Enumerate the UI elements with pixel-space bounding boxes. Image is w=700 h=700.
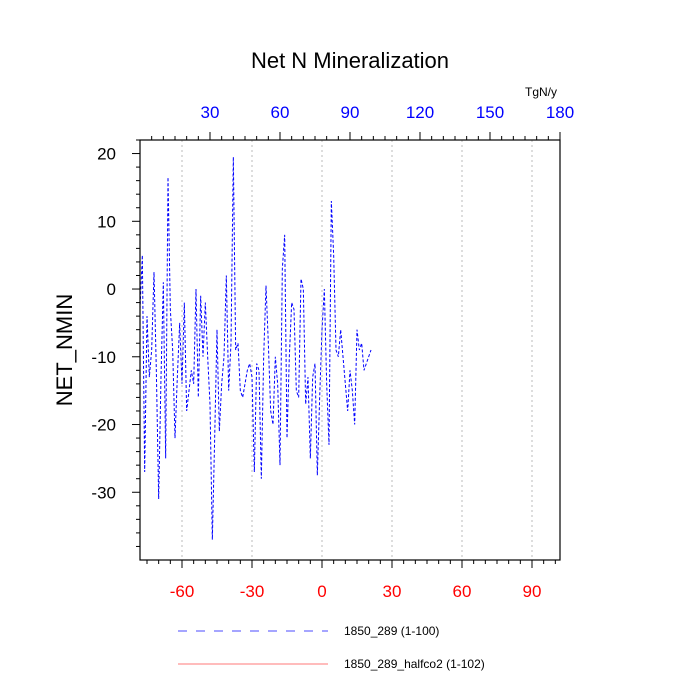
- x-top-tick-label: 30: [201, 103, 220, 122]
- y-tick-label: 0: [107, 280, 116, 299]
- y-tick-label: 10: [97, 212, 116, 231]
- x-top-tick-label: 150: [476, 103, 504, 122]
- x-bottom-tick-label: 90: [523, 582, 542, 601]
- y-tick-label: -10: [91, 348, 116, 367]
- y-tick-label: -30: [91, 483, 116, 502]
- grid-layer: [181, 140, 533, 560]
- series-line-1: [139, 156, 372, 540]
- legend-label-2: 1850_289_halfco2 (1-102): [344, 657, 485, 671]
- chart-title: Net N Mineralization: [251, 48, 449, 73]
- units-label: TgN/y: [525, 85, 557, 99]
- plot-frame: [139, 139, 561, 561]
- axes-layer: -60 -30 0 30 60 90 30 60 90 120 150 180 20 10 0 -10 -20 -…: [91, 103, 574, 601]
- x-bottom-tick-label: -60: [170, 582, 195, 601]
- legend: 1850_289 (1-100) 1850_289_halfco2 (1-102): [178, 624, 485, 671]
- legend-label-1: 1850_289 (1-100): [344, 624, 439, 638]
- x-bottom-tick-label: 60: [453, 582, 472, 601]
- x-bottom-tick-label: 30: [383, 582, 402, 601]
- x-top-tick-label: 180: [546, 103, 574, 122]
- x-top-tick-label: 120: [406, 103, 434, 122]
- x-top-tick-label: 90: [341, 103, 360, 122]
- y-tick-label: 20: [97, 145, 116, 164]
- x-bottom-tick-label: -30: [240, 582, 265, 601]
- series-layer: [139, 156, 372, 540]
- x-top-tick-label: 60: [271, 103, 290, 122]
- y-tick-label: -20: [91, 416, 116, 435]
- y-axis-label: NET_NMIN: [52, 294, 77, 406]
- x-bottom-tick-label: 0: [317, 582, 326, 601]
